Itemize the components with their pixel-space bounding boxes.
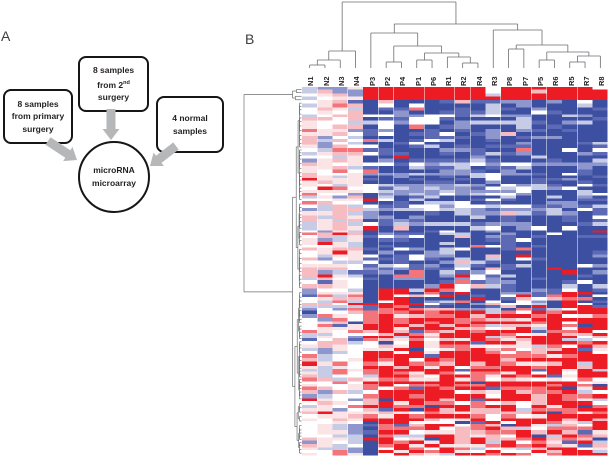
column-label: N4 <box>352 76 362 86</box>
heatmap-cells <box>302 87 608 456</box>
flow-arrow <box>45 137 77 162</box>
column-label: R6 <box>551 76 561 86</box>
flow-box-primary-line2: from primary <box>11 111 65 122</box>
column-label: R8 <box>597 76 607 86</box>
column-label: R2 <box>459 76 469 86</box>
column-label: N1 <box>306 76 316 86</box>
column-label: P3 <box>367 76 377 86</box>
superscript-nd: nd <box>123 79 130 86</box>
column-label: N2 <box>321 76 331 86</box>
flow-arrow <box>102 109 120 140</box>
flow-node-microarray: microRNA microarray <box>78 141 150 213</box>
flow-box-normal-line2: samples <box>172 125 208 136</box>
column-label: P5 <box>535 76 545 86</box>
flow-box-primary-surgery: 8 samples from primary surgery <box>3 89 73 144</box>
column-label: R7 <box>581 76 591 86</box>
column-label: R3 <box>490 76 500 86</box>
flow-box-second-line2: from 2nd <box>97 79 130 90</box>
column-label: R1 <box>444 76 454 86</box>
top-dendrogram <box>309 1 601 68</box>
panel-b-label: B <box>245 31 255 47</box>
flow-box-primary-line3: surgery <box>22 123 54 134</box>
column-label: N3 <box>337 76 347 86</box>
flow-box-primary-line1: 8 samples <box>17 98 59 109</box>
left-dendrogram <box>243 89 302 454</box>
flow-box-second-line1: 8 samples <box>92 65 135 76</box>
flow-arrow <box>150 142 179 166</box>
column-label: P2 <box>382 76 392 86</box>
column-label: P6 <box>428 76 438 86</box>
flow-node-microarray-line2: microarray <box>92 178 136 188</box>
panel-a-label: A <box>1 28 11 44</box>
column-label: P1 <box>413 76 423 86</box>
column-label: P8 <box>505 76 515 86</box>
column-label: R4 <box>474 76 484 86</box>
panel-a-arrows <box>45 109 179 166</box>
column-label: R5 <box>566 76 576 86</box>
flow-node-microarray-line1: microRNA <box>93 165 135 175</box>
column-label: P7 <box>520 76 530 86</box>
flow-box-normal-line1: 4 normal <box>172 113 208 123</box>
flow-box-normal-samples: 4 normal samples <box>156 96 224 153</box>
column-label: P4 <box>398 76 408 86</box>
flow-box-second-line3: surgery <box>97 92 130 103</box>
flow-box-second-surgery: 8 samples from 2nd surgery <box>78 56 149 112</box>
